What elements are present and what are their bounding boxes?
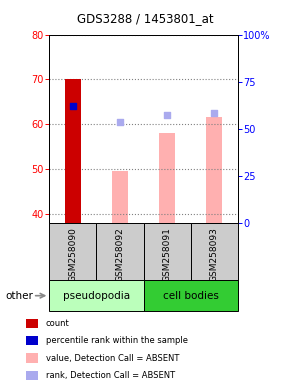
- Point: [212, 110, 217, 116]
- Point: [70, 103, 75, 109]
- Text: value, Detection Call = ABSENT: value, Detection Call = ABSENT: [46, 354, 179, 362]
- Text: cell bodies: cell bodies: [163, 291, 219, 301]
- Text: pseudopodia: pseudopodia: [63, 291, 130, 301]
- Bar: [49, 223, 96, 280]
- Bar: [26, 336, 38, 346]
- Text: rank, Detection Call = ABSENT: rank, Detection Call = ABSENT: [46, 371, 175, 380]
- Bar: [65, 79, 81, 223]
- Bar: [191, 223, 238, 280]
- Bar: [206, 118, 222, 223]
- Point: [118, 119, 122, 125]
- Bar: [26, 319, 38, 328]
- Bar: [112, 171, 128, 223]
- Text: GSM258093: GSM258093: [210, 227, 219, 282]
- Text: count: count: [46, 319, 70, 328]
- Text: GSM258091: GSM258091: [163, 227, 172, 282]
- Text: GSM258092: GSM258092: [115, 227, 124, 282]
- Text: other: other: [6, 291, 34, 301]
- Point: [165, 112, 169, 118]
- Text: GDS3288 / 1453801_at: GDS3288 / 1453801_at: [77, 12, 213, 25]
- Text: GSM258090: GSM258090: [68, 227, 77, 282]
- Bar: [96, 223, 144, 280]
- Bar: [144, 280, 238, 311]
- Bar: [26, 353, 38, 363]
- Bar: [49, 280, 144, 311]
- Bar: [26, 371, 38, 380]
- Bar: [159, 133, 175, 223]
- Bar: [144, 223, 191, 280]
- Text: percentile rank within the sample: percentile rank within the sample: [46, 336, 188, 345]
